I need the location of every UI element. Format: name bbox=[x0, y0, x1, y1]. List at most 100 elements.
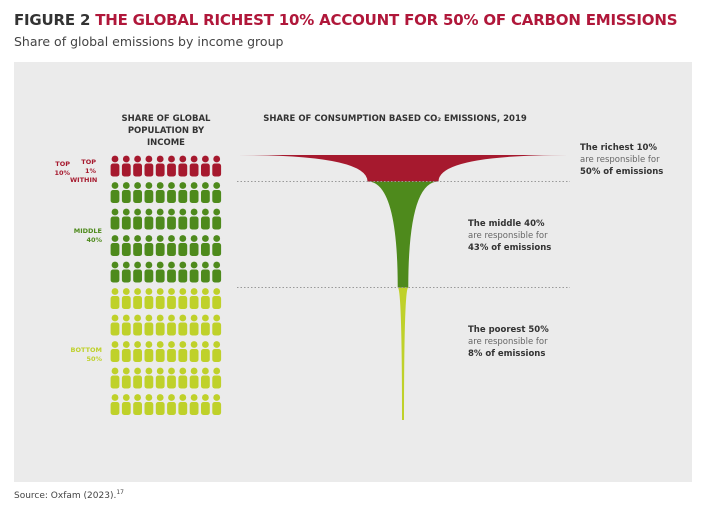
emission-label: The poorest 50% are responsible for 8% of … bbox=[468, 324, 578, 360]
person-body bbox=[189, 243, 199, 256]
source-note: 17 bbox=[116, 489, 124, 496]
person-head bbox=[134, 314, 142, 322]
person-head bbox=[134, 288, 142, 295]
person-body bbox=[121, 322, 131, 336]
person-head bbox=[213, 235, 221, 242]
person-head bbox=[202, 341, 209, 348]
person-head bbox=[213, 182, 221, 189]
person-body bbox=[201, 402, 210, 415]
person-head bbox=[168, 288, 175, 295]
person-head bbox=[190, 341, 198, 348]
person-body bbox=[110, 349, 120, 362]
person-body bbox=[201, 322, 210, 336]
person-body bbox=[167, 243, 176, 256]
person-head bbox=[122, 182, 130, 189]
person-head bbox=[179, 208, 187, 216]
person-head bbox=[122, 341, 130, 348]
person-head bbox=[213, 367, 221, 375]
person-head bbox=[202, 235, 209, 242]
person-head bbox=[156, 367, 164, 375]
person-body bbox=[201, 375, 210, 389]
person-body bbox=[189, 216, 199, 230]
person-body bbox=[121, 190, 131, 203]
person-head bbox=[156, 182, 164, 189]
person-head bbox=[202, 261, 209, 269]
person-head bbox=[156, 314, 164, 322]
person-head bbox=[179, 288, 187, 295]
person-body bbox=[212, 296, 222, 309]
person-head bbox=[145, 182, 153, 189]
person-body bbox=[212, 349, 222, 362]
person-head bbox=[111, 314, 119, 322]
person-head bbox=[190, 182, 198, 189]
person-head bbox=[213, 314, 221, 322]
person-body bbox=[189, 163, 199, 177]
person-head bbox=[122, 367, 130, 375]
person-body bbox=[155, 349, 165, 362]
person-body bbox=[189, 296, 199, 309]
person-body bbox=[133, 349, 142, 362]
person-head bbox=[190, 235, 198, 242]
person-head bbox=[145, 288, 153, 295]
person-head bbox=[156, 261, 164, 269]
group-name: The richest 10% bbox=[580, 143, 657, 153]
person-head bbox=[179, 155, 187, 163]
person-body bbox=[144, 163, 154, 177]
person-head bbox=[213, 261, 221, 269]
person-head bbox=[122, 314, 130, 322]
person-body bbox=[178, 322, 188, 336]
person-body bbox=[110, 269, 120, 283]
person-body bbox=[178, 163, 188, 177]
person-head bbox=[179, 261, 187, 269]
person-head bbox=[156, 208, 164, 216]
person-body bbox=[144, 243, 154, 256]
person-body bbox=[155, 322, 165, 336]
person-body bbox=[155, 269, 165, 283]
person-head bbox=[111, 155, 119, 163]
person-body bbox=[121, 163, 131, 177]
person-head bbox=[202, 208, 209, 216]
person-body bbox=[155, 402, 165, 415]
top-within-label: TOP 1% WITHIN bbox=[70, 158, 98, 184]
person-body bbox=[167, 216, 176, 230]
funnel-segment bbox=[397, 287, 409, 420]
person-body bbox=[133, 163, 142, 177]
person-head bbox=[145, 155, 153, 163]
person-body bbox=[121, 243, 131, 256]
note: are responsible for bbox=[468, 336, 548, 347]
person-head bbox=[168, 208, 175, 216]
person-head bbox=[145, 208, 153, 216]
person-body bbox=[133, 243, 142, 256]
person-body bbox=[144, 402, 154, 415]
group-label: MIDDLE 40% bbox=[73, 226, 102, 244]
person-body bbox=[167, 163, 176, 177]
person-head bbox=[190, 394, 198, 401]
person-head bbox=[134, 261, 142, 269]
group-label: TOP 10% bbox=[54, 160, 70, 178]
person-head bbox=[145, 367, 153, 375]
person-body bbox=[178, 402, 188, 415]
person-head bbox=[122, 235, 130, 242]
note: are responsible for bbox=[468, 230, 548, 241]
person-body bbox=[110, 375, 120, 389]
person-head bbox=[134, 367, 142, 375]
person-body bbox=[121, 375, 131, 389]
person-body bbox=[212, 402, 222, 415]
person-body bbox=[110, 190, 120, 203]
person-body bbox=[144, 216, 154, 230]
person-body bbox=[133, 375, 142, 389]
person-body bbox=[121, 402, 131, 415]
population-icons bbox=[110, 155, 222, 177]
person-body bbox=[133, 402, 142, 415]
group-label: BOTTOM 50% bbox=[70, 345, 103, 363]
person-body bbox=[144, 296, 154, 309]
person-body bbox=[178, 296, 188, 309]
person-head bbox=[168, 155, 175, 163]
person-body bbox=[178, 375, 188, 389]
person-head bbox=[168, 341, 175, 348]
person-head bbox=[111, 235, 119, 242]
person-body bbox=[121, 296, 131, 309]
person-body bbox=[212, 216, 222, 230]
